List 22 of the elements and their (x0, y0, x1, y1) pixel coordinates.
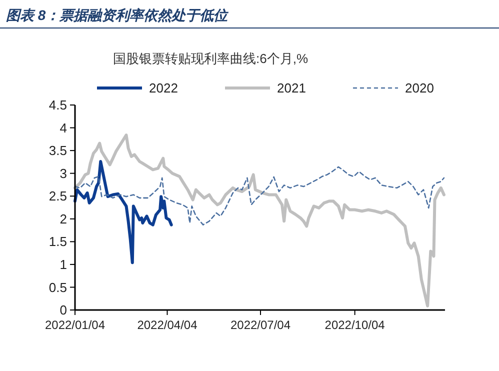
y-tick-label: 4.5 (48, 98, 67, 113)
line-series (74, 160, 173, 264)
y-tick-label: 2 (60, 211, 67, 226)
line-series (74, 134, 446, 308)
chart-title: 图表 8：票据融资利率依然处于低位 (6, 7, 230, 23)
legend-label: 2021 (277, 80, 306, 96)
x-tick-label: 2022/07/04 (230, 318, 291, 332)
y-tick-label: 3.5 (48, 143, 67, 158)
line-series (74, 166, 445, 226)
chart-subtitle: 国股银票转贴现利率曲线:6个月,% (113, 51, 308, 66)
x-tick-label: 2022/01/04 (44, 318, 106, 332)
y-tick-label: 0 (60, 302, 67, 318)
y-tick-label: 1.5 (48, 234, 67, 250)
y-tick-label: 2.5 (48, 188, 67, 204)
y-tick-label: 0.5 (48, 280, 67, 295)
y-tick-label: 4 (60, 120, 67, 136)
legend-label: 2022 (149, 80, 178, 96)
y-tick-label: 3 (60, 166, 67, 181)
y-tick-label: 1 (60, 256, 67, 272)
x-tick-label: 2022/10/04 (324, 318, 386, 332)
legend-label: 2020 (405, 80, 434, 96)
x-tick-label: 2022/04/04 (137, 318, 198, 332)
